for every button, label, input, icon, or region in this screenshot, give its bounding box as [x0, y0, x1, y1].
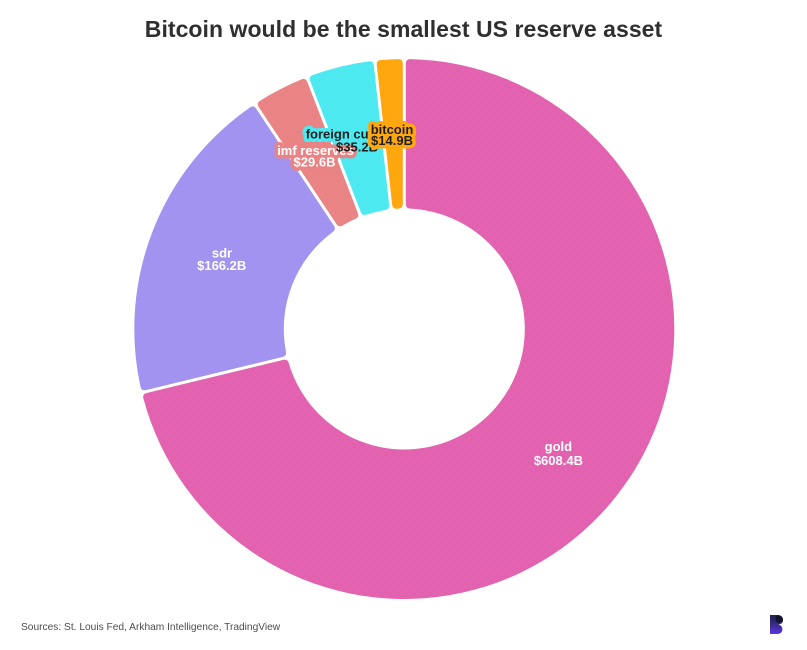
svg-text:imf reserves: imf reserves	[277, 143, 354, 158]
svg-text:gold: gold	[545, 439, 572, 454]
svg-text:bitcoin: bitcoin	[371, 122, 414, 137]
svg-text:$14.9B: $14.9B	[371, 133, 413, 148]
svg-text:$35.2B: $35.2B	[336, 140, 378, 155]
svg-text:imf reserves: imf reserves	[277, 143, 354, 158]
svg-text:$608.4B: $608.4B	[534, 453, 583, 468]
svg-text:foreign currency: foreign currency	[306, 126, 409, 141]
svg-text:$29.6B: $29.6B	[294, 155, 336, 170]
svg-text:$14.9B: $14.9B	[371, 133, 413, 148]
svg-text:$166.2B: $166.2B	[197, 258, 246, 273]
svg-text:foreign currency: foreign currency	[306, 126, 409, 141]
svg-text:sdr: sdr	[212, 246, 232, 261]
svg-text:$29.6B: $29.6B	[294, 155, 336, 170]
svg-text:bitcoin: bitcoin	[371, 122, 414, 137]
svg-text:$35.2B: $35.2B	[336, 140, 378, 155]
